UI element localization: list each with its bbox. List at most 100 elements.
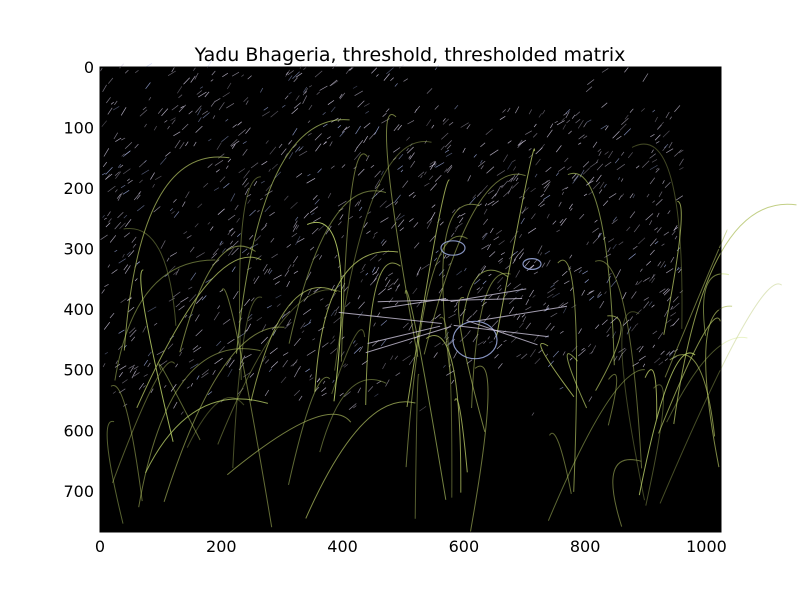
edge-stroke xyxy=(170,117,176,121)
edge-stroke xyxy=(617,177,621,180)
edge-stroke xyxy=(646,260,652,266)
edge-stroke xyxy=(207,163,213,168)
edge-stroke xyxy=(600,124,608,130)
edge-stroke xyxy=(638,237,646,245)
edge-stroke xyxy=(434,342,441,348)
edge-stroke xyxy=(295,235,301,246)
edge-stroke xyxy=(519,252,524,260)
edge-stroke xyxy=(557,166,566,172)
edge-stroke xyxy=(554,120,558,124)
edge-stroke xyxy=(312,254,319,260)
edge-stroke xyxy=(124,69,129,74)
edge-stroke xyxy=(207,391,213,396)
edge-stroke xyxy=(565,186,569,190)
grass-edge xyxy=(557,259,578,492)
edge-stroke xyxy=(587,290,595,296)
edge-stroke xyxy=(214,160,224,166)
edge-stroke xyxy=(357,168,365,176)
edge-stroke xyxy=(431,204,436,208)
edge-stroke xyxy=(430,212,436,221)
edge-stroke xyxy=(365,154,370,162)
edge-stroke xyxy=(544,250,551,255)
edge-stroke xyxy=(406,146,414,154)
edge-stroke xyxy=(330,348,338,355)
edge-stroke xyxy=(406,136,411,141)
edge-stroke xyxy=(270,110,279,118)
edge-stroke xyxy=(398,153,404,160)
edge-stroke xyxy=(197,203,203,209)
edge-stroke xyxy=(402,355,411,362)
edge-stroke xyxy=(661,243,665,246)
edge-stroke xyxy=(118,258,126,264)
edge-stroke xyxy=(285,71,289,76)
grass-edge xyxy=(631,143,683,329)
edge-stroke xyxy=(571,304,577,309)
edge-stroke xyxy=(392,157,397,161)
grass-edge xyxy=(123,156,230,351)
edge-stroke xyxy=(669,351,674,357)
edge-stroke xyxy=(569,357,573,361)
grass-edge xyxy=(123,227,177,326)
edge-stroke xyxy=(253,275,260,284)
edge-stroke xyxy=(621,193,624,197)
edge-stroke xyxy=(360,279,363,283)
edge-stroke xyxy=(652,344,655,348)
edge-stroke xyxy=(635,309,642,316)
y-tick-label: 100 xyxy=(63,119,94,138)
edge-stroke xyxy=(472,194,477,199)
edge-stroke xyxy=(649,177,656,185)
edge-stroke xyxy=(365,272,369,276)
edge-stroke xyxy=(131,236,137,243)
edge-stroke xyxy=(462,147,466,153)
edge-stroke xyxy=(489,251,496,258)
edge-stroke xyxy=(562,307,567,314)
x-axis-ticks: 0 200 400 600 800 1000 xyxy=(95,67,727,556)
edge-stroke xyxy=(481,244,490,250)
edge-stroke xyxy=(533,271,538,275)
edge-stroke xyxy=(397,219,405,228)
edge-stroke xyxy=(664,144,669,149)
edge-stroke xyxy=(612,131,620,139)
edge-stroke xyxy=(105,173,113,180)
edge-stroke xyxy=(618,352,623,361)
edge-stroke xyxy=(148,97,152,101)
edge-stroke xyxy=(460,212,466,217)
edge-stroke xyxy=(226,357,232,366)
grass-edge xyxy=(705,305,733,468)
edge-stroke xyxy=(215,98,221,102)
edge-stroke xyxy=(133,243,137,247)
edge-stroke xyxy=(142,106,147,111)
edge-stroke xyxy=(596,163,604,171)
edge-stroke xyxy=(652,109,656,113)
edge-stroke xyxy=(152,184,155,188)
edge-stroke xyxy=(147,362,151,368)
edge-stroke xyxy=(114,100,118,106)
edge-stroke xyxy=(516,315,521,320)
edge-stroke xyxy=(327,192,332,199)
edge-stroke xyxy=(357,199,362,206)
edge-stroke xyxy=(388,297,394,304)
edge-stroke xyxy=(304,91,308,94)
edge-stroke xyxy=(592,181,601,190)
edge-stroke xyxy=(245,100,249,105)
edge-stroke xyxy=(383,73,390,81)
edge-stroke xyxy=(539,203,545,208)
edge-stroke xyxy=(201,372,209,378)
edge-stroke xyxy=(656,227,662,233)
grass-edge xyxy=(666,336,748,423)
edge-stroke xyxy=(538,113,542,118)
grass-edge xyxy=(221,288,273,528)
edge-stroke xyxy=(101,172,106,176)
edge-stroke xyxy=(238,168,246,174)
edge-stroke xyxy=(621,118,629,126)
edge-stroke xyxy=(107,107,113,115)
edge-stroke xyxy=(288,91,292,95)
edge-stroke xyxy=(111,269,118,274)
edge-stroke xyxy=(216,142,222,150)
edge-stroke xyxy=(109,235,117,243)
edge-stroke xyxy=(518,248,524,255)
nose-edge xyxy=(452,320,498,360)
edge-stroke xyxy=(640,268,643,272)
edge-stroke xyxy=(186,235,192,239)
edge-stroke xyxy=(183,231,188,235)
